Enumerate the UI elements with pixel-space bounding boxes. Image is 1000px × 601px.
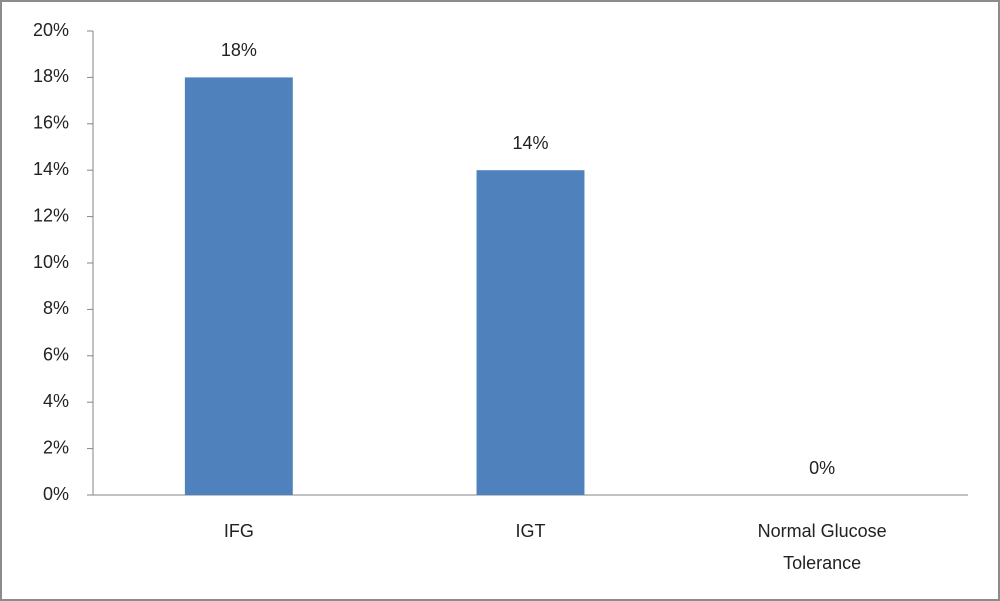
x-tick-label: IFG	[224, 521, 254, 541]
y-tick-label: 8%	[43, 298, 69, 318]
value-label: 18%	[221, 40, 257, 60]
y-tick-label: 16%	[33, 113, 69, 133]
y-tick-label: 0%	[43, 484, 69, 504]
y-tick-label: 4%	[43, 391, 69, 411]
x-tick-label: IGT	[516, 521, 546, 541]
y-tick-label: 14%	[33, 159, 69, 179]
y-tick-label: 10%	[33, 252, 69, 272]
bar	[476, 170, 585, 495]
bar	[184, 77, 293, 496]
value-label: 0%	[809, 458, 835, 478]
value-label: 14%	[512, 133, 548, 153]
y-tick-label: 6%	[43, 345, 69, 365]
x-tick-label: Normal Glucose Tolerance	[758, 521, 887, 573]
y-tick-label: 2%	[43, 437, 69, 457]
y-tick-label: 18%	[33, 66, 69, 86]
y-tick-label: 12%	[33, 205, 69, 225]
y-tick-label: 20%	[33, 20, 69, 40]
